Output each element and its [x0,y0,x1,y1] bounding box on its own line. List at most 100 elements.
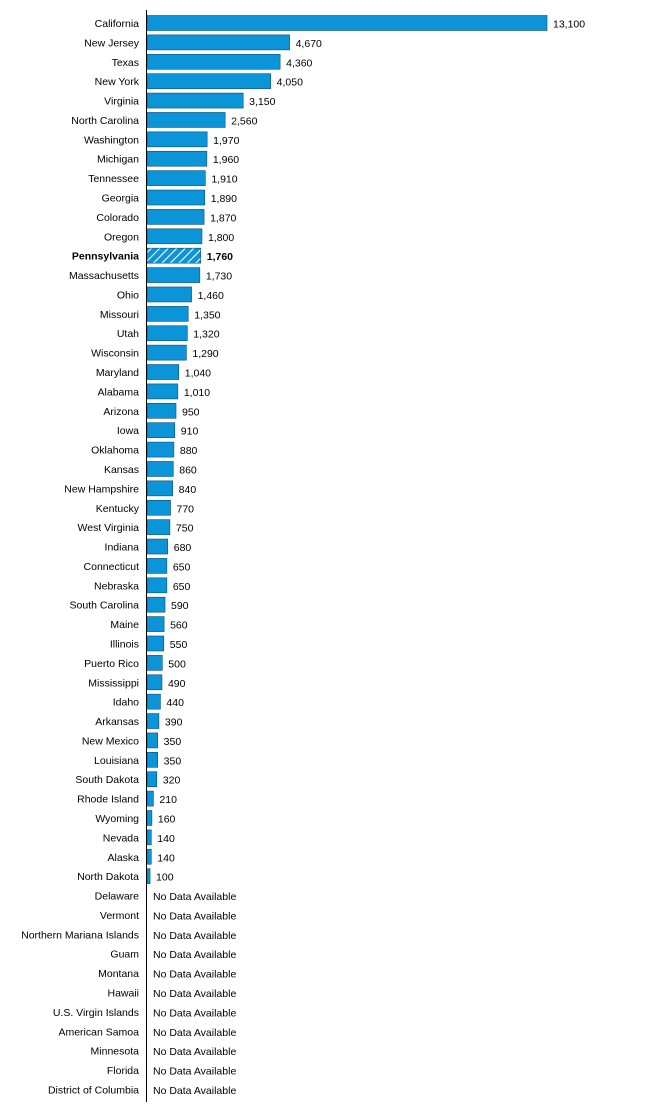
value-label-nevada: 140 [157,833,175,845]
bar-mississippi [146,674,163,691]
value-label-oregon: 1,800 [208,232,234,244]
category-label-south-dakota: South Dakota [75,774,139,786]
category-label-northern-mariana-islands: Northern Mariana Islands [21,929,139,941]
value-label-american-samoa: No Data Available [153,1027,236,1039]
value-label-maryland: 1,040 [185,368,211,380]
category-label-pennsylvania: Pennsylvania [72,251,139,263]
bar-connecticut [146,558,168,574]
bar-michigan [146,150,208,167]
category-label-new-hampshire: New Hampshire [64,483,139,495]
value-label-wyoming: 160 [158,813,176,825]
value-label-delaware: No Data Available [153,891,236,903]
category-label-south-carolina: South Carolina [70,600,140,612]
category-label-puerto-rico: Puerto Rico [84,658,139,670]
bar-kentucky [146,499,171,516]
category-label-colorado: Colorado [96,212,139,224]
category-label-tennessee: Tennessee [88,173,139,185]
category-label-massachusetts: Massachusetts [69,270,139,282]
category-label-utah: Utah [117,328,139,340]
value-label-pennsylvania: 1,760 [207,251,233,263]
category-label-hawaii: Hawaii [107,988,139,1000]
value-label-new-jersey: 4,670 [296,38,322,50]
bar-oklahoma [146,441,175,458]
category-labels: California New Jersey Texas New York Virgini… [21,18,140,1096]
category-label-rhode-island: Rhode Island [77,794,139,806]
category-label-iowa: Iowa [117,425,139,437]
bar-maine [146,616,165,632]
value-label-wisconsin: 1,290 [192,348,218,360]
category-label-district-of-columbia: District of Columbia [48,1084,139,1096]
value-label-ohio: 1,460 [198,290,224,302]
value-label-virginia: 3,150 [249,96,275,108]
bar-arkansas [146,713,160,729]
category-label-delaware: Delaware [95,891,140,903]
bar-wyoming [146,810,153,826]
category-label-nebraska: Nebraska [94,580,139,592]
category-label-louisiana: Louisiana [94,755,139,767]
bar-nevada [146,829,152,846]
category-label-west-virginia: West Virginia [78,522,140,534]
value-label-west-virginia: 750 [176,523,194,535]
value-label-north-carolina: 2,560 [231,115,257,127]
value-label-colorado: 1,870 [210,212,236,224]
value-label-utah: 1,320 [193,329,219,341]
bar-arizona [146,402,177,419]
value-label-iowa: 910 [181,426,199,438]
value-label-texas: 4,360 [286,57,312,69]
value-label-guam: No Data Available [153,949,236,961]
category-label-oklahoma: Oklahoma [91,445,139,457]
category-label-arizona: Arizona [103,406,139,418]
value-label-alaska: 140 [157,852,175,864]
value-label-washington: 1,970 [213,135,239,147]
value-label-oklahoma: 880 [180,445,198,457]
value-label-rhode-island: 210 [159,794,177,806]
category-label-maryland: Maryland [96,367,139,379]
value-label-south-dakota: 320 [163,775,181,787]
category-label-arkansas: Arkansas [95,716,139,728]
value-label-northern-mariana-islands: No Data Available [153,930,236,942]
value-label-north-dakota: 100 [156,872,174,884]
bar-kansas [146,461,174,477]
category-label-new-york: New York [95,76,140,88]
value-label-district-of-columbia: No Data Available [153,1085,236,1097]
category-label-georgia: Georgia [102,193,140,205]
bar-california [146,15,548,31]
value-label-alabama: 1,010 [184,387,210,399]
category-label-alabama: Alabama [98,386,140,398]
category-label-nevada: Nevada [103,832,139,844]
bar-missouri [146,306,189,322]
category-label-indiana: Indiana [105,542,140,554]
value-label-montana: No Data Available [153,969,236,981]
bar-washington [146,131,208,148]
bar-georgia [146,189,206,206]
category-label-maine: Maine [110,619,139,631]
category-label-california: California [95,18,140,30]
category-label-wyoming: Wyoming [95,813,139,825]
value-label-tennessee: 1,910 [211,174,237,186]
bars-layer [146,15,548,884]
category-label-illinois: Illinois [110,638,139,650]
value-label-new-york: 4,050 [277,77,303,89]
category-label-montana: Montana [98,968,139,980]
value-label-georgia: 1,890 [211,193,237,205]
category-label-new-jersey: New Jersey [84,37,140,49]
bar-west-virginia [146,519,171,535]
bar-south-dakota [146,771,158,788]
category-label-north-carolina: North Carolina [71,115,139,127]
bar-pennsylvania [146,247,202,264]
bar-new-hampshire [146,480,173,497]
value-label-arkansas: 390 [165,717,183,729]
category-label-wisconsin: Wisconsin [91,348,139,360]
bar-illinois [146,635,165,652]
value-label-puerto-rico: 500 [168,658,186,670]
value-label-illinois: 550 [170,639,188,651]
bar-virginia [146,92,244,109]
value-label-south-carolina: 590 [171,600,189,612]
bar-massachusetts [146,267,201,283]
bar-new-jersey [146,34,290,51]
category-label-guam: Guam [110,949,139,961]
value-label-nebraska: 650 [173,581,191,593]
